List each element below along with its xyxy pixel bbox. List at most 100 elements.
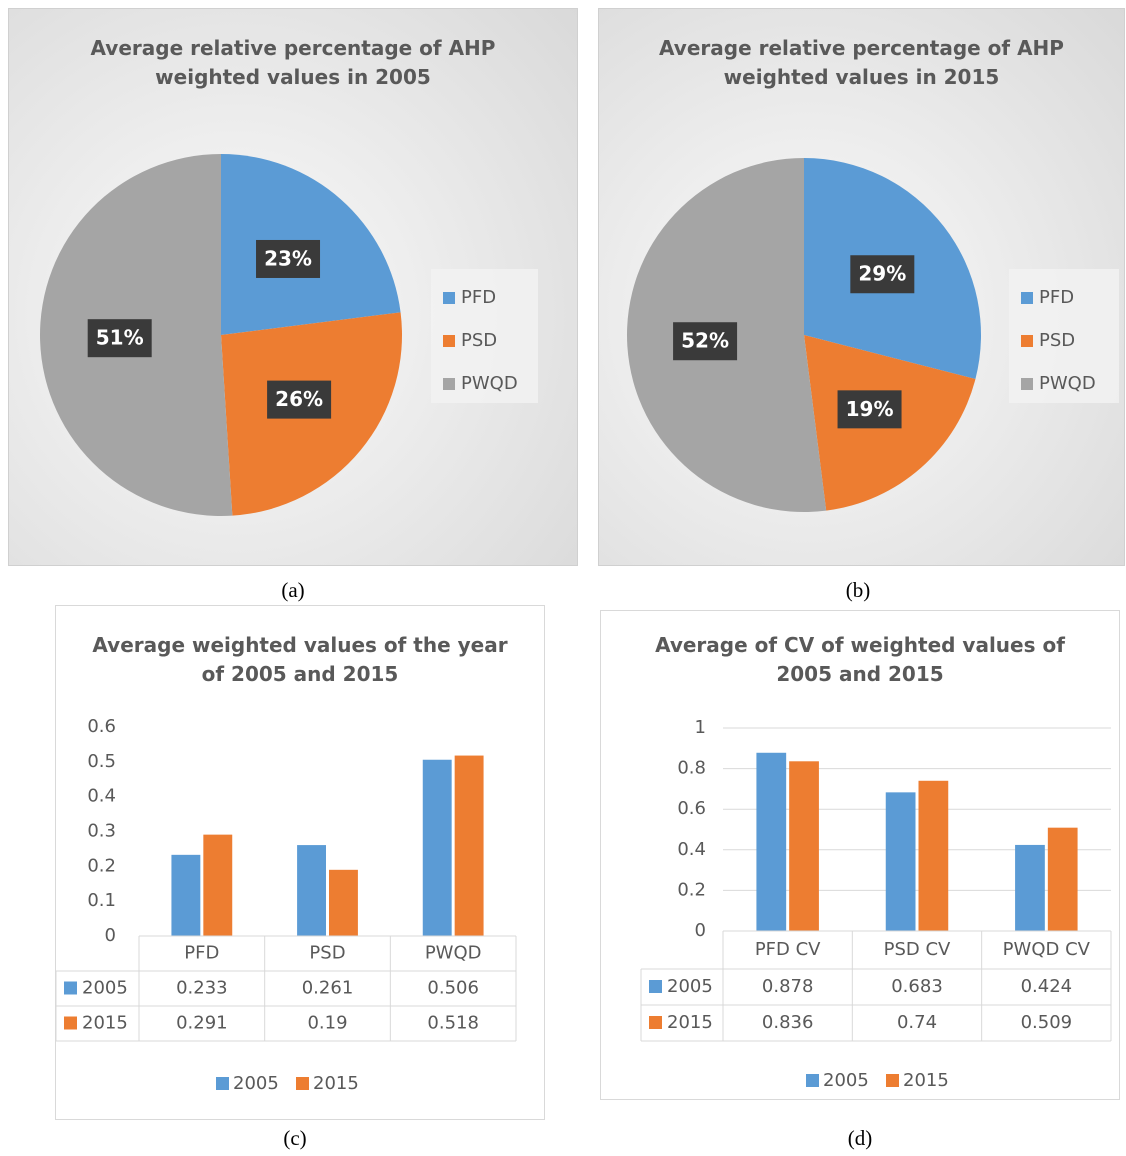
data-label: 23% xyxy=(264,246,312,270)
y-tick-label: 0.8 xyxy=(677,758,706,779)
x-tick-label: PWQD CV xyxy=(1003,939,1091,960)
table-row-label: 2005 xyxy=(667,976,713,997)
chart-title: Average weighted values of the year of 2… xyxy=(92,633,508,686)
table-cell: 0.518 xyxy=(427,1013,479,1034)
table-cell: 0.683 xyxy=(891,976,943,997)
legend-label: 2005 xyxy=(233,1073,279,1094)
panel: Average weighted values of the year of 2… xyxy=(55,605,545,1120)
bar xyxy=(171,854,201,936)
table-cell: 0.836 xyxy=(762,1012,814,1033)
y-tick-label: 0.3 xyxy=(87,821,116,842)
bar xyxy=(203,834,233,936)
legend-label: 2015 xyxy=(903,1070,949,1091)
legend-label: 2005 xyxy=(823,1070,869,1091)
legend-swatch xyxy=(1021,378,1033,390)
chart-title: Average relative percentage of AHP weigh… xyxy=(659,36,1064,89)
panel: Average relative percentage of AHP weigh… xyxy=(598,8,1125,566)
legend-key xyxy=(64,981,77,995)
x-tick-label: PWQD xyxy=(425,943,482,964)
chart-title: Average of CV of weighted values of 2005… xyxy=(655,633,1065,686)
data-label: 26% xyxy=(275,387,323,411)
table-row-label: 2015 xyxy=(82,1013,128,1034)
chart: 0 0.2 0.4 0.6 0.8 1 PFD CV PSD CV PWQD CV 2005 0.8… xyxy=(640,717,1112,1091)
table-cell: 0.424 xyxy=(1021,976,1073,997)
legend-label: PWQD xyxy=(1039,373,1096,394)
x-tick-label: PSD xyxy=(309,943,345,964)
bar xyxy=(1015,844,1045,931)
x-tick-label: PFD xyxy=(184,943,219,964)
label-box xyxy=(850,255,915,294)
legend-label: PSD xyxy=(1039,330,1075,351)
y-tick-label: 1 xyxy=(695,717,706,738)
bar xyxy=(756,752,787,931)
legend-swatch xyxy=(806,1074,819,1087)
bar xyxy=(789,761,819,931)
table-cell: 0.878 xyxy=(762,976,814,997)
legend-label: PFD xyxy=(1039,287,1074,308)
chart: 23% 26% 51% PFD PSD PWQD xyxy=(40,154,538,516)
legend-swatch xyxy=(296,1077,309,1090)
bar xyxy=(297,845,326,936)
table-cell: 0.19 xyxy=(307,1013,347,1034)
legend-swatch xyxy=(886,1074,899,1087)
data-label: 19% xyxy=(846,397,894,421)
label-box xyxy=(267,380,332,419)
legend-key xyxy=(649,1016,662,1029)
bar xyxy=(329,869,358,936)
bar xyxy=(918,780,949,931)
caption: (a) xyxy=(281,578,305,602)
panel: Average relative percentage of AHP weigh… xyxy=(8,8,578,566)
x-tick-label: PSD CV xyxy=(884,939,951,960)
x-tick-label: PFD CV xyxy=(755,939,821,960)
data-label: 51% xyxy=(96,326,144,350)
chart: 0 0.1 0.2 0.3 0.4 0.5 0.6 PFD PSD PWQD 2005 0.233 0.… xyxy=(56,716,517,1094)
table-cell: 0.261 xyxy=(302,978,354,999)
table-cell: 0.506 xyxy=(427,978,479,999)
bar xyxy=(885,792,916,931)
legend-swatch xyxy=(443,378,455,390)
data-label: 52% xyxy=(681,329,729,353)
legend-swatch xyxy=(443,292,455,304)
label-box xyxy=(673,322,738,361)
legend-key xyxy=(649,980,662,993)
caption: (c) xyxy=(283,1126,307,1150)
y-tick-label: 0 xyxy=(105,925,116,946)
table-row-label: 2015 xyxy=(667,1012,713,1033)
y-tick-label: 0 xyxy=(695,920,706,941)
y-tick-label: 0.2 xyxy=(677,879,706,900)
legend-swatch xyxy=(1021,292,1033,304)
legend-swatch xyxy=(216,1077,229,1090)
legend-swatch xyxy=(1021,335,1033,347)
y-tick-label: 0.2 xyxy=(87,855,116,876)
chart-title: Average relative percentage of AHP weigh… xyxy=(90,36,496,89)
legend-label: PFD xyxy=(461,287,496,308)
table-row-label: 2005 xyxy=(82,978,128,999)
chart: 29% 19% 52% PFD PSD PWQD xyxy=(627,158,1119,512)
y-tick-label: 0.5 xyxy=(87,751,116,772)
caption: (d) xyxy=(847,1126,873,1150)
bar xyxy=(1047,827,1078,931)
legend-swatch xyxy=(443,335,455,347)
table-cell: 0.74 xyxy=(897,1012,937,1033)
data-label: 29% xyxy=(858,262,906,286)
y-tick-label: 0.6 xyxy=(677,798,706,819)
table-cell: 0.509 xyxy=(1021,1012,1073,1033)
table-cell: 0.291 xyxy=(176,1013,228,1034)
y-tick-label: 0.4 xyxy=(677,839,706,860)
label-box xyxy=(837,390,902,429)
legend-label: 2015 xyxy=(313,1073,359,1094)
legend-key xyxy=(64,1016,77,1030)
y-tick-label: 0.1 xyxy=(87,890,116,911)
legend-label: PSD xyxy=(461,330,497,351)
bar xyxy=(454,755,484,936)
table-cell: 0.233 xyxy=(176,978,228,999)
panel: Average of CV of weighted values of 2005… xyxy=(600,610,1120,1100)
label-box xyxy=(256,239,321,278)
y-tick-label: 0.6 xyxy=(87,716,116,737)
y-tick-label: 0.4 xyxy=(87,786,116,807)
legend-label: PWQD xyxy=(461,373,518,394)
label-box xyxy=(87,319,152,358)
bar xyxy=(422,759,452,936)
caption: (b) xyxy=(845,578,871,602)
